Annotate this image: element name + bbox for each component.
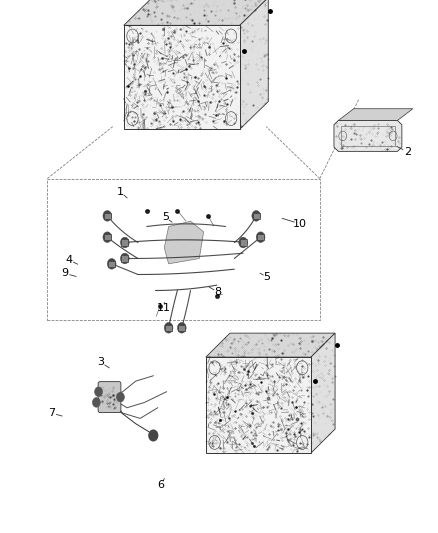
Text: 5: 5 xyxy=(162,213,169,222)
Polygon shape xyxy=(124,25,240,130)
Bar xyxy=(165,325,172,331)
Circle shape xyxy=(164,322,173,333)
Bar xyxy=(121,255,128,262)
Bar xyxy=(340,126,395,146)
Circle shape xyxy=(117,392,124,402)
Polygon shape xyxy=(164,221,204,264)
Text: 4: 4 xyxy=(66,255,73,265)
Circle shape xyxy=(103,232,112,243)
Circle shape xyxy=(252,211,261,221)
Polygon shape xyxy=(124,0,268,25)
Bar xyxy=(47,179,320,320)
Text: 9: 9 xyxy=(61,269,68,278)
Circle shape xyxy=(239,237,247,248)
Circle shape xyxy=(107,259,116,269)
Text: 2: 2 xyxy=(404,147,411,157)
Circle shape xyxy=(177,322,186,333)
Circle shape xyxy=(120,253,129,264)
Text: 6: 6 xyxy=(158,480,165,490)
Polygon shape xyxy=(206,333,335,357)
Polygon shape xyxy=(206,357,311,453)
Polygon shape xyxy=(240,0,268,130)
Bar xyxy=(257,234,264,240)
Bar xyxy=(104,234,111,240)
Circle shape xyxy=(103,211,112,221)
Circle shape xyxy=(92,398,100,407)
Circle shape xyxy=(256,232,265,243)
Bar xyxy=(108,261,115,267)
Bar xyxy=(178,325,185,331)
Text: 3: 3 xyxy=(97,358,104,367)
Circle shape xyxy=(149,430,158,441)
Text: 7: 7 xyxy=(48,408,55,418)
Circle shape xyxy=(95,387,102,397)
Text: 10: 10 xyxy=(293,219,307,229)
Text: 8: 8 xyxy=(215,287,222,297)
Polygon shape xyxy=(334,120,402,151)
Text: 1: 1 xyxy=(117,187,124,197)
Bar xyxy=(240,239,247,246)
Text: 11: 11 xyxy=(157,303,171,313)
Bar xyxy=(121,239,128,246)
Text: 5: 5 xyxy=(264,272,271,282)
Polygon shape xyxy=(338,109,413,120)
Circle shape xyxy=(120,237,129,248)
Bar xyxy=(104,213,111,219)
Bar xyxy=(253,213,260,219)
FancyBboxPatch shape xyxy=(98,382,121,413)
Polygon shape xyxy=(311,333,335,453)
